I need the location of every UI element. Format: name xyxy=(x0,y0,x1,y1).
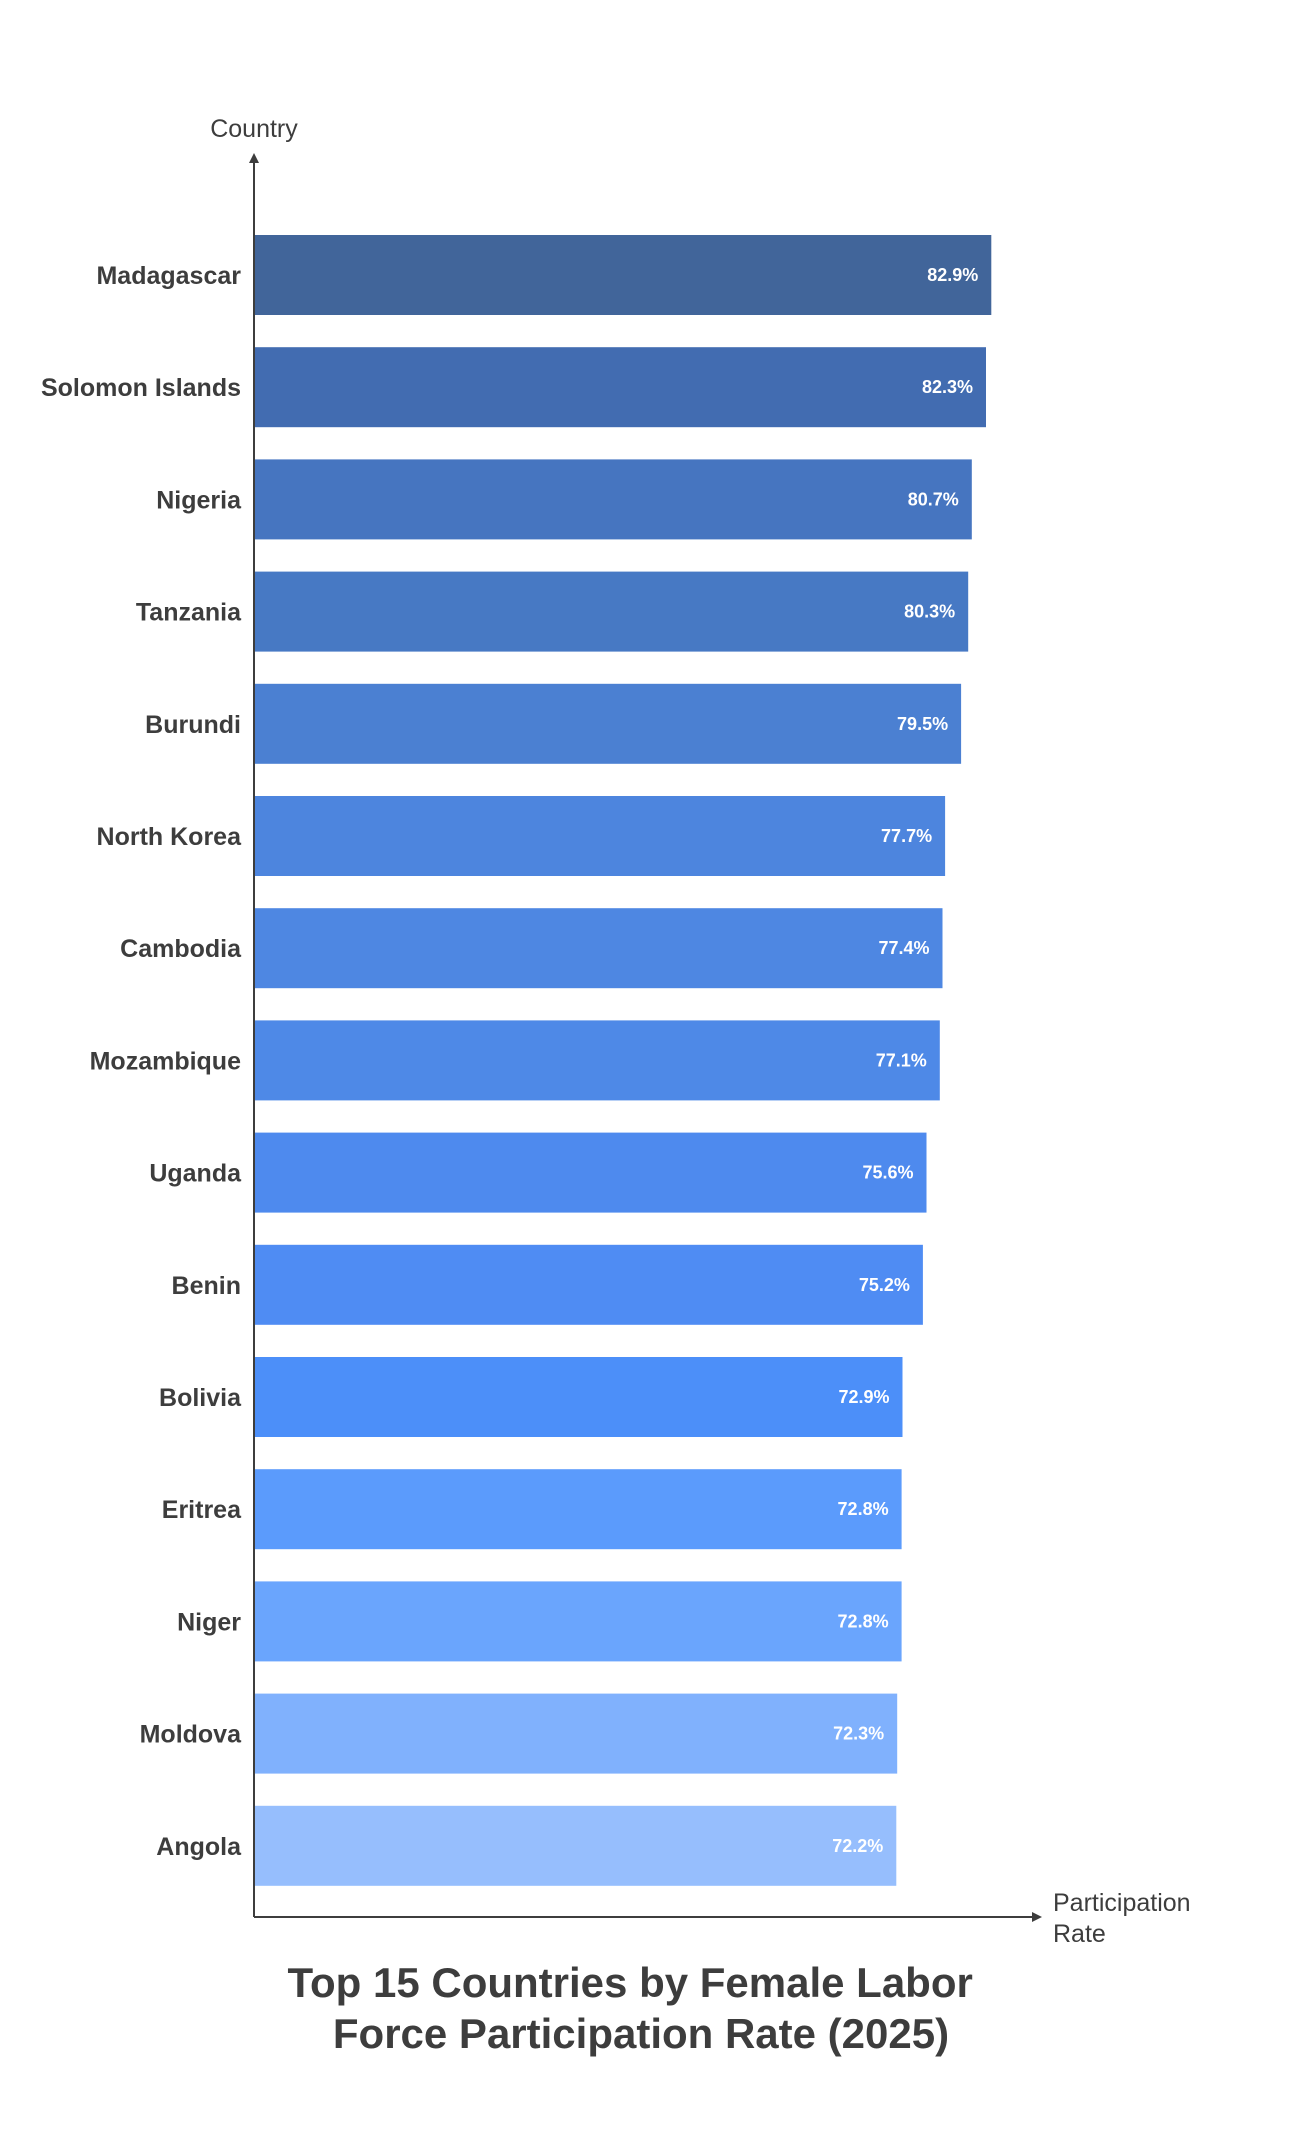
value-label: 72.9% xyxy=(838,1387,889,1407)
value-label: 72.8% xyxy=(838,1499,889,1519)
x-axis-title-line-2: Rate xyxy=(1053,1920,1106,1948)
value-label: 72.8% xyxy=(838,1611,889,1631)
bar-north-korea xyxy=(255,796,946,876)
bar-solomon-islands xyxy=(255,347,986,428)
bar-angola xyxy=(255,1805,897,1886)
x-axis-title-line-1: Participation xyxy=(1053,1889,1191,1917)
category-label: Burundi xyxy=(145,711,241,739)
bar-bolivia xyxy=(255,1357,903,1437)
value-label: 82.3% xyxy=(922,377,973,397)
value-label: 72.2% xyxy=(832,1836,883,1856)
bars-group: Madagascar 82.9% Solomon Islands 82.3% Niger… xyxy=(41,235,992,1886)
category-label: Mozambique xyxy=(90,1047,241,1075)
category-label: Tanzania xyxy=(136,599,242,627)
bar-benin xyxy=(255,1244,923,1325)
category-label: Uganda xyxy=(149,1160,242,1188)
category-label: Nigeria xyxy=(156,486,242,514)
value-label: 77.1% xyxy=(876,1050,927,1070)
category-label: Madagascar xyxy=(96,262,241,290)
value-label: 77.7% xyxy=(881,826,932,846)
value-label: 75.2% xyxy=(859,1275,910,1295)
category-label: Benin xyxy=(172,1272,241,1300)
value-label: 75.6% xyxy=(862,1163,913,1183)
category-label: North Korea xyxy=(97,823,243,851)
bar-madagascar xyxy=(255,235,992,315)
category-label: Niger xyxy=(177,1608,241,1636)
value-label: 79.5% xyxy=(897,714,948,734)
value-label: 72.3% xyxy=(833,1724,884,1744)
category-label: Eritrea xyxy=(162,1496,242,1524)
chart-title-line-1: Top 15 Countries by Female Labor xyxy=(287,1959,972,2006)
bar-uganda xyxy=(255,1132,927,1213)
y-axis-title: Country xyxy=(210,115,298,143)
bar-mozambique xyxy=(255,1020,940,1101)
chart-title-line-2: Force Participation Rate (2025) xyxy=(333,2010,949,2057)
value-label: 80.7% xyxy=(908,489,959,509)
bar-moldova xyxy=(255,1693,898,1774)
bar-niger xyxy=(255,1581,902,1662)
bar-burundi xyxy=(255,683,962,764)
x-axis-title: Participation Rate xyxy=(1053,1889,1198,1948)
category-label: Cambodia xyxy=(120,935,242,963)
value-label: 77.4% xyxy=(878,938,929,958)
bar-eritrea xyxy=(255,1469,902,1550)
chart-title: Top 15 Countries by Female Labor Force P… xyxy=(287,1959,984,2057)
bar-tanzania xyxy=(255,571,969,652)
category-label: Moldova xyxy=(140,1721,242,1749)
category-label: Solomon Islands xyxy=(41,374,241,402)
bar-cambodia xyxy=(255,908,943,989)
bar-nigeria xyxy=(255,459,972,540)
value-label: 80.3% xyxy=(904,602,955,622)
category-label: Bolivia xyxy=(159,1384,242,1412)
category-label: Angola xyxy=(156,1833,242,1861)
value-label: 82.9% xyxy=(927,265,978,285)
